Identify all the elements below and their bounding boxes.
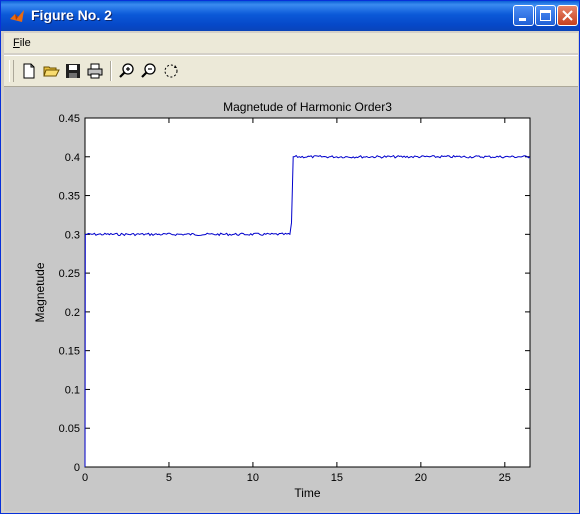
chart-title: Magnetude of Harmonic Order3 bbox=[223, 100, 392, 114]
y-tick-label: 0 bbox=[74, 462, 80, 474]
y-axis-label: Magnetude bbox=[33, 262, 47, 322]
x-axis-label: Time bbox=[294, 486, 321, 500]
x-tick-label: 15 bbox=[331, 472, 343, 484]
zoom-in-icon[interactable] bbox=[118, 62, 136, 80]
open-folder-icon[interactable] bbox=[42, 62, 60, 80]
x-tick-label: 0 bbox=[82, 472, 88, 484]
new-file-icon[interactable] bbox=[20, 62, 38, 80]
menu-file[interactable]: File bbox=[13, 37, 31, 49]
y-tick-label: 0.4 bbox=[65, 152, 80, 164]
y-tick-label: 0.25 bbox=[59, 268, 80, 280]
y-tick-label: 0.35 bbox=[59, 191, 80, 203]
window-title: Figure No. 2 bbox=[31, 7, 112, 23]
minimize-icon bbox=[519, 18, 526, 21]
y-tick-label: 0.05 bbox=[59, 423, 80, 435]
toolbar-separator bbox=[110, 61, 112, 81]
toolbar-grip[interactable] bbox=[9, 60, 14, 82]
y-tick-label: 0.45 bbox=[59, 113, 80, 125]
maximize-icon bbox=[540, 10, 551, 21]
zoom-out-icon[interactable] bbox=[140, 62, 158, 80]
close-button[interactable] bbox=[557, 5, 578, 26]
x-tick-label: 5 bbox=[166, 472, 172, 484]
title-bar[interactable]: Figure No. 2 bbox=[1, 1, 579, 31]
series-line bbox=[84, 154, 531, 468]
y-tick-label: 0.2 bbox=[65, 307, 80, 319]
plot-area bbox=[84, 117, 531, 468]
print-icon[interactable] bbox=[86, 62, 104, 80]
close-icon bbox=[562, 10, 573, 21]
save-icon[interactable] bbox=[64, 62, 82, 80]
x-tick-label: 10 bbox=[247, 472, 259, 484]
line-chart: 0 5 10 15 20 25 0 0.05 0.1 0.15 0.2 0.25 0.3 0.35 0.4 0… bbox=[33, 100, 531, 500]
toolbar bbox=[4, 55, 578, 87]
x-tick-label: 25 bbox=[499, 472, 511, 484]
y-tick-label: 0.3 bbox=[65, 229, 80, 241]
maximize-button[interactable] bbox=[535, 5, 556, 26]
menu-bar: File bbox=[4, 33, 578, 53]
x-tick-label: 20 bbox=[415, 472, 427, 484]
minimize-button[interactable] bbox=[513, 5, 534, 26]
figure-canvas: 0 5 10 15 20 25 0 0.05 0.1 0.15 0.2 0.25 0.3 0.35 0.4 0… bbox=[4, 87, 578, 511]
rotate-icon[interactable] bbox=[162, 62, 180, 80]
matlab-logo-icon bbox=[10, 10, 24, 22]
y-tick-label: 0.15 bbox=[59, 346, 80, 358]
y-tick-label: 0.1 bbox=[65, 384, 80, 396]
